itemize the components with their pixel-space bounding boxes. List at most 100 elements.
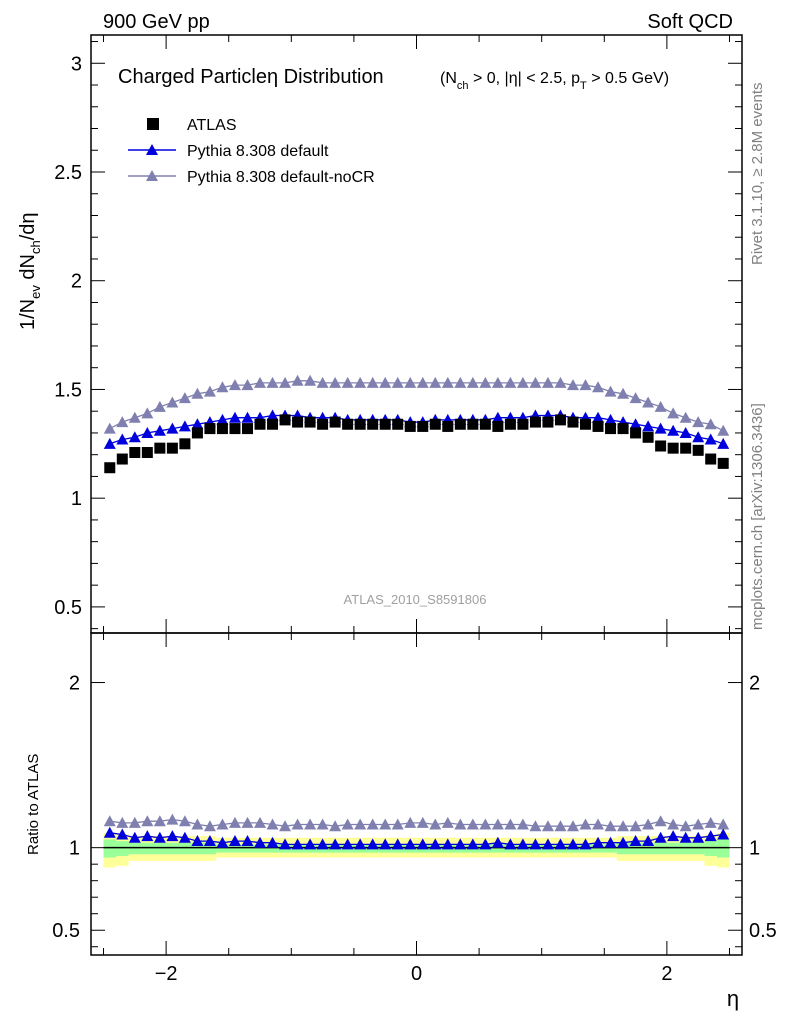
ratio-nocr-point [128, 816, 141, 828]
nocr-point [642, 396, 655, 408]
nocr-point [141, 407, 154, 419]
ratio-default-point [191, 835, 204, 847]
ratio-nocr-point [504, 818, 517, 830]
ratio-nocr-point [579, 818, 592, 830]
xtick-label: 2 [661, 963, 672, 985]
main-ytick-label: 3 [71, 53, 82, 75]
ratio-nocr-point [241, 816, 254, 828]
nocr-point [254, 376, 267, 388]
atlas-point [141, 447, 153, 459]
nocr-point [629, 392, 642, 404]
ratio-default-point [566, 838, 579, 850]
atlas-point [692, 444, 704, 456]
nocr-point [554, 376, 567, 388]
ratio-default-point [103, 826, 116, 838]
ratio-band-inner [116, 841, 129, 856]
ratio-default-point [429, 838, 442, 850]
atlas-point [166, 442, 178, 454]
default-point [191, 418, 204, 430]
atlas-point [404, 420, 416, 432]
atlas-point [241, 423, 253, 435]
ratio-band-inner [704, 841, 717, 856]
ratio-nocr-point [153, 815, 166, 827]
atlas-point [705, 453, 717, 465]
ratio-nocr-point [203, 820, 216, 832]
ratio-nocr-point [642, 818, 655, 830]
ratio-default-point [178, 831, 191, 843]
default-point [178, 420, 191, 432]
atlas-point [642, 431, 654, 443]
ratio-nocr-point [554, 820, 567, 832]
atlas-point [116, 453, 128, 465]
ratio-nocr-point [341, 818, 354, 830]
ratio-nocr-point [617, 820, 630, 832]
header-left: 900 GeV pp [103, 11, 210, 33]
atlas-point [517, 418, 529, 430]
ratio-nocr-line [109, 818, 724, 827]
atlas-point [179, 438, 191, 450]
atlas-point [479, 418, 491, 430]
ratio-nocr-point [717, 818, 730, 830]
legend-label-default: Pythia 8.308 default [187, 143, 329, 160]
nocr-point [116, 416, 129, 428]
nocr-point [291, 374, 304, 386]
ratio-nocr-point [354, 818, 367, 830]
ratio-nocr-point [479, 818, 492, 830]
atlas-point [279, 414, 291, 426]
atlas-point [454, 418, 466, 430]
ratio-default-point [266, 836, 279, 848]
atlas-point [492, 420, 504, 432]
nocr-point [216, 381, 229, 393]
nocr-point [316, 376, 329, 388]
ratio-nocr-point [228, 816, 241, 828]
ratio-nocr-point [116, 816, 129, 828]
main-ytick-label: 2 [71, 271, 82, 293]
nocr-point [279, 376, 292, 388]
side-label-bottom: mcplots.cern.ch [arXiv:1306.3436] [749, 403, 766, 630]
atlas-point [392, 418, 404, 430]
nocr-point [128, 411, 141, 423]
ratio-plot-frame [90, 632, 743, 956]
main-ytick-label: 2.5 [54, 162, 82, 184]
legend-marker-default [146, 144, 158, 155]
ratio-nocr-point [604, 820, 617, 832]
ratio-nocr-point [103, 815, 116, 827]
ratio-nocr-point [541, 820, 554, 832]
ratio-ytick-label: 2 [69, 673, 80, 695]
ratio-default-point [404, 838, 417, 850]
ratio-nocr-point [704, 816, 717, 828]
ratio-default-point [228, 835, 241, 847]
ratio-nocr-point [178, 815, 191, 827]
ratio-default-point [516, 838, 529, 850]
ratio-default-point [279, 838, 292, 850]
ratio-nocr-point [592, 818, 605, 830]
nocr-point [266, 376, 279, 388]
header-right: Soft QCD [647, 11, 733, 33]
ratio-default-point [391, 838, 404, 850]
ratio-nocr-point [491, 818, 504, 830]
ratio-default-point [541, 838, 554, 850]
nocr-point [166, 396, 179, 408]
legend-marker-atlas [147, 118, 159, 130]
ratio-default-point [629, 835, 642, 847]
ratio-nocr-point [279, 820, 292, 832]
ratio-nocr-point [166, 813, 179, 825]
default-point [166, 422, 179, 434]
nocr-point [579, 379, 592, 391]
atlas-point [267, 418, 279, 430]
nocr-point [341, 376, 354, 388]
main-plot: 0.5 1 1.5 2 2.5 3 Charged Particleη Distribut… [54, 34, 743, 634]
main-y-axis-label: 1/Nev dNch/dη [17, 212, 43, 330]
ratio-nocr-point [667, 818, 680, 830]
ratio-nocr-point [216, 818, 229, 830]
default-point [103, 437, 116, 449]
atlas-point [655, 440, 667, 452]
ratio-default-point [479, 838, 492, 850]
ratio-default-point [466, 838, 479, 850]
nocr-point [203, 385, 216, 397]
ratio-band-inner [216, 844, 617, 853]
default-point [654, 422, 667, 434]
xtick-label: −2 [155, 963, 178, 985]
ratio-nocr-point [366, 818, 379, 830]
